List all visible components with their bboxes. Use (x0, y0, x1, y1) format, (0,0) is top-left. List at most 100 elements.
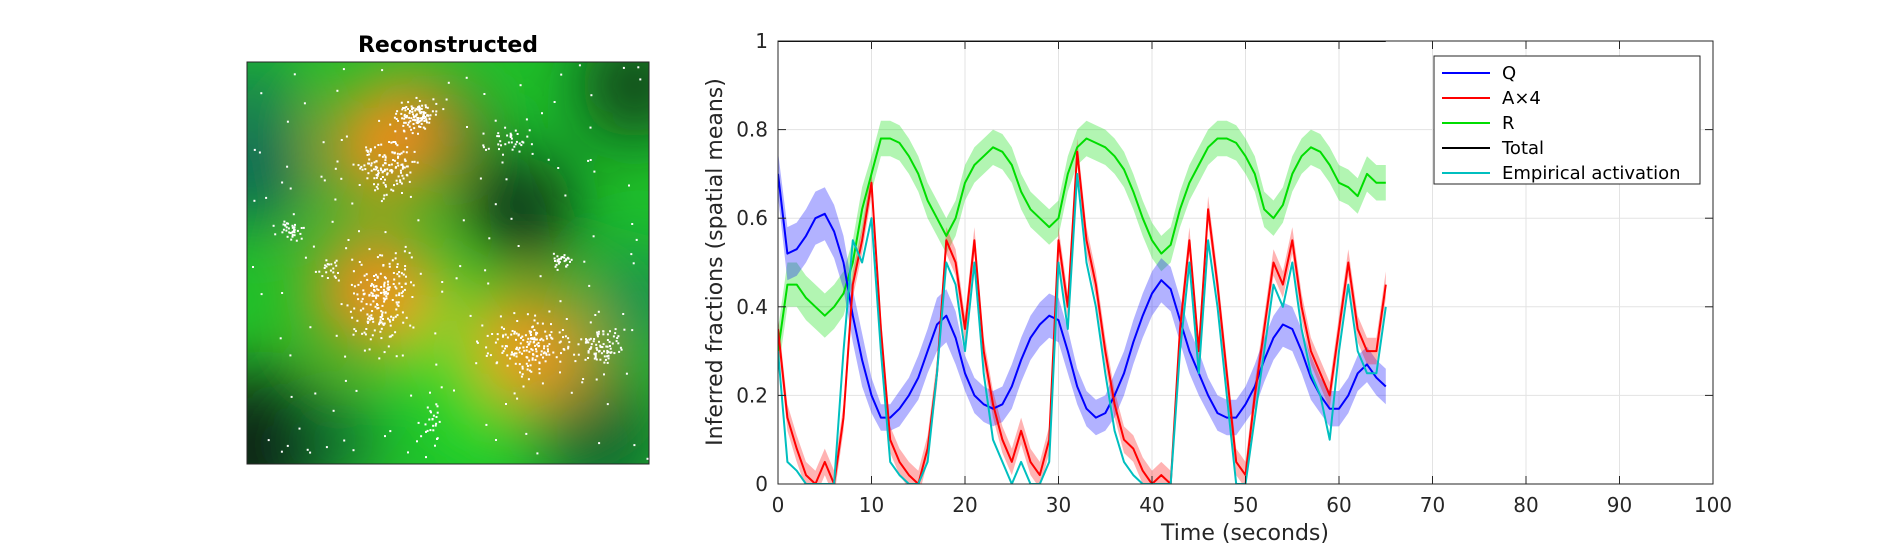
spike-dot (432, 98, 435, 101)
spike-dot (380, 200, 383, 203)
y-tick-label: 0.8 (736, 118, 768, 142)
spike-dot (376, 166, 379, 169)
spike-dot (352, 163, 355, 166)
spike-dot (585, 338, 587, 341)
spike-dot (589, 126, 592, 129)
spike-dot (340, 139, 343, 141)
spike-dot (432, 429, 435, 432)
spike-dot (588, 348, 591, 351)
spike-dot (398, 282, 401, 285)
spike-dot (589, 159, 592, 161)
spike-dot (601, 346, 604, 349)
spike-dot (555, 263, 558, 266)
spike-dots (252, 64, 649, 460)
spike-dot (363, 349, 366, 352)
spike-dot (606, 361, 609, 364)
spike-dot (366, 150, 369, 153)
spike-dot (486, 352, 489, 355)
spike-dot (423, 120, 426, 122)
spike-dot (375, 160, 378, 163)
spike-dot (333, 275, 336, 278)
spike-dot (351, 202, 354, 205)
spike-dot (530, 370, 533, 373)
spike-dot (404, 268, 406, 271)
spike-dot (622, 313, 625, 315)
spike-dot (603, 355, 606, 358)
spike-dot (422, 126, 425, 129)
spike-dot (367, 321, 369, 324)
spike-dot (293, 73, 296, 76)
spike-dot (535, 343, 538, 346)
spike-dot (517, 245, 520, 247)
spike-dot (293, 231, 296, 234)
spike-dot (502, 350, 505, 353)
spike-dot (375, 185, 378, 188)
spike-dot (506, 354, 509, 357)
spike-dot (286, 120, 289, 123)
spike-dot (503, 327, 505, 330)
spike-dot (392, 159, 395, 161)
spike-dot (397, 155, 400, 158)
spike-dot (442, 108, 445, 111)
spike-dot (401, 295, 404, 298)
spike-dot (597, 332, 600, 335)
spike-dot (417, 421, 420, 424)
spike-dot (402, 124, 405, 127)
spike-dot (394, 130, 397, 133)
spike-dot (482, 144, 485, 147)
spike-dot (583, 260, 586, 263)
spike-dot (515, 348, 518, 350)
spike-dot (373, 168, 375, 171)
spike-dot (384, 184, 387, 186)
spike-dot (599, 344, 602, 347)
spike-dot (523, 349, 526, 352)
spike-dot (408, 112, 411, 115)
spike-dot (377, 289, 380, 291)
x-tick-label: 50 (1233, 493, 1258, 517)
spike-dot (609, 330, 611, 333)
spike-dot (531, 337, 534, 340)
spike-dot (569, 260, 571, 263)
spike-dot (404, 282, 407, 285)
spike-dot (630, 253, 633, 256)
spike-dot (371, 334, 374, 337)
spike-dot (282, 223, 285, 226)
x-tick-label: 100 (1694, 493, 1732, 517)
spike-dot (412, 113, 414, 116)
spike-dot (260, 92, 263, 95)
spike-dot (396, 266, 399, 268)
spike-dot (424, 116, 427, 118)
spike-dot (504, 347, 506, 350)
spike-dot (521, 352, 523, 355)
spike-dot (326, 263, 329, 266)
spike-dot (365, 328, 368, 330)
spike-dot (375, 294, 378, 297)
spike-dot (533, 319, 536, 322)
spike-dot (387, 292, 389, 295)
spike-dot (509, 135, 512, 138)
spike-dot (538, 368, 541, 371)
spike-dot (588, 338, 591, 341)
spike-dot (556, 260, 559, 263)
spike-dot (293, 234, 296, 237)
spike-dot (384, 155, 387, 158)
spike-dot (417, 106, 419, 109)
spike-dot (434, 444, 436, 447)
spike-dot (618, 350, 621, 353)
spike-dot (371, 317, 374, 320)
spike-dot (381, 176, 384, 178)
spike-dot (410, 128, 413, 131)
spike-dot (531, 349, 534, 352)
spike-dot (344, 355, 347, 358)
spike-dot (398, 271, 401, 273)
spike-dot (552, 351, 555, 354)
spike-dot (419, 119, 422, 122)
legend-label: Q (1502, 63, 1516, 84)
spike-dot (431, 418, 434, 420)
x-tick-label: 70 (1420, 493, 1445, 517)
spike-dot (334, 276, 337, 279)
spike-dot (384, 292, 387, 295)
spike-dot (378, 357, 381, 360)
spike-dot (400, 292, 403, 295)
spike-dot (543, 345, 546, 348)
